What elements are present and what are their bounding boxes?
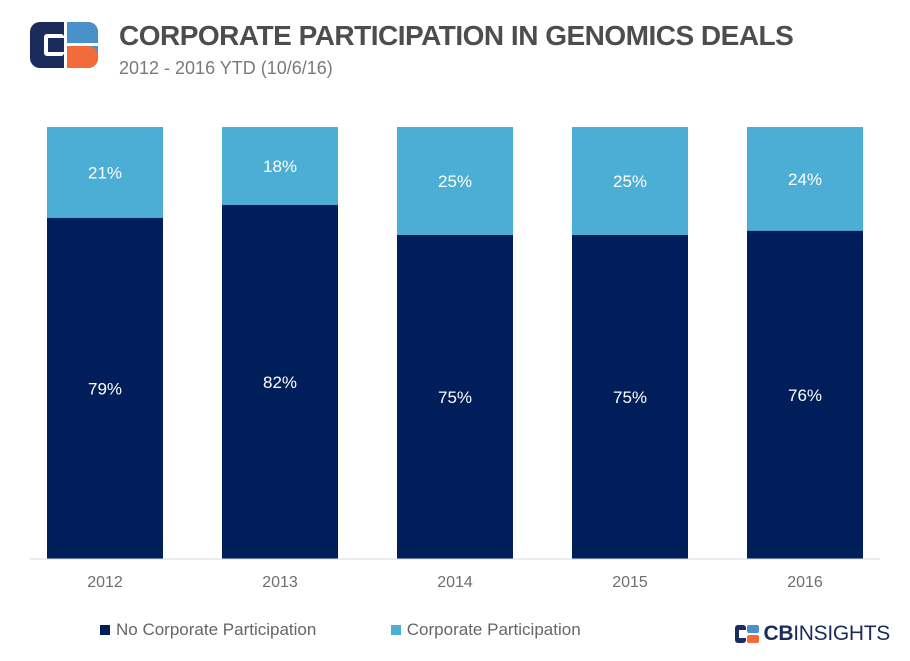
data-label-no-corporate-participation-2013: 82% (263, 373, 297, 392)
chart-subtitle: 2012 - 2016 YTD (10/6/16) (119, 58, 333, 78)
data-label-corporate-participation-2012: 21% (88, 163, 122, 182)
bar-corporate-participation-2015 (572, 127, 688, 235)
legend-swatch-corporate (390, 625, 401, 635)
data-label-no-corporate-participation-2015: 75% (613, 388, 647, 407)
data-label-corporate-participation-2015: 25% (613, 172, 647, 191)
data-label-corporate-participation-2014: 25% (438, 172, 472, 191)
chart-legend: No Corporate Participation Corporate Par… (100, 620, 651, 644)
x-axis-ticks: 2012 2013 2014 2015 2016 (87, 574, 823, 591)
data-label-corporate-participation-2016: 24% (788, 170, 822, 189)
bar-corporate-participation-2012 (47, 127, 163, 218)
cb-insights-small-logo-icon (735, 625, 760, 643)
x-tick-label-2012: 2012 (87, 574, 123, 591)
brand-name-light: INSIGHTS (793, 622, 890, 645)
legend-swatch-no-corporate (100, 625, 110, 635)
bar-no-corporate-participation-2012 (47, 217, 163, 559)
data-label-corporate-participation-2013: 18% (263, 157, 297, 176)
bar-corporate-participation-2016 (747, 127, 863, 231)
bar-no-corporate-participation-2014 (397, 235, 513, 559)
x-tick-label-2015: 2015 (612, 574, 648, 591)
x-tick-label-2016: 2016 (787, 574, 823, 591)
bar-corporate-participation-2014 (397, 127, 513, 235)
bar-no-corporate-participation-2016 (747, 230, 863, 559)
bar-corporate-participation-2013 (222, 127, 338, 205)
legend-label-no-corporate: No Corporate Participation (116, 620, 317, 639)
legend-item-corporate: Corporate Participation (390, 620, 581, 640)
brand-name-bold: CB (763, 622, 794, 645)
brand-watermark: CBINSIGHTS (735, 622, 890, 646)
cb-insights-logo-icon (30, 22, 98, 68)
bar-no-corporate-participation-2015 (572, 235, 688, 559)
bar-group: 79% 21% 82% 18% 75% 25% 75% 25% 76% 24% (47, 127, 863, 559)
brand-name: CBINSIGHTS (763, 622, 890, 646)
chart-header: CORPORATE PARTICIPATION IN GENOMICS DEAL… (0, 0, 910, 90)
data-label-no-corporate-participation-2014: 75% (438, 388, 472, 407)
legend-item-no-corporate: No Corporate Participation (100, 620, 316, 640)
data-label-no-corporate-participation-2016: 76% (788, 386, 822, 405)
x-tick-label-2013: 2013 (262, 574, 298, 591)
x-tick-label-2014: 2014 (437, 574, 473, 591)
data-label-no-corporate-participation-2012: 79% (88, 379, 122, 398)
legend-label-corporate: Corporate Participation (406, 620, 581, 639)
chart-title: CORPORATE PARTICIPATION IN GENOMICS DEAL… (119, 20, 794, 51)
bar-no-corporate-participation-2013 (222, 204, 338, 559)
